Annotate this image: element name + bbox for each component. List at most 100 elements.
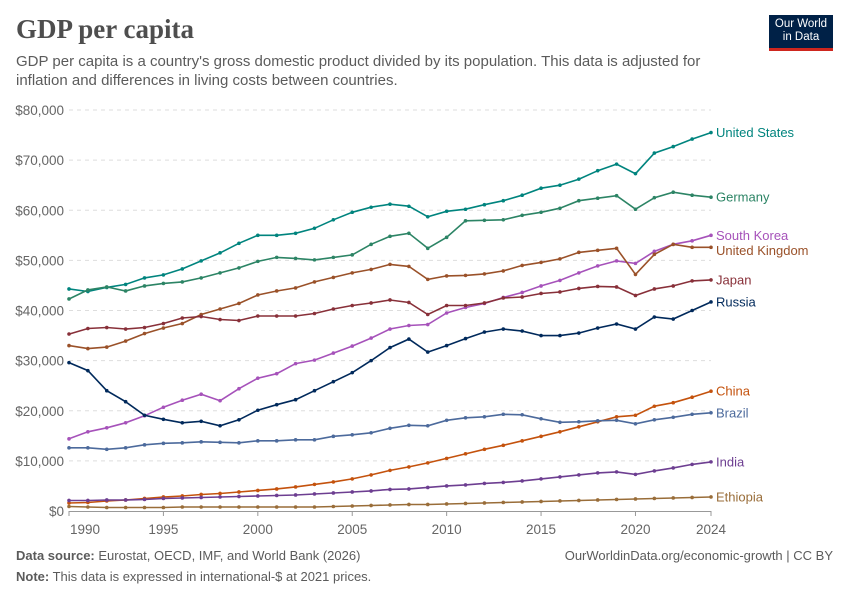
data-point[interactable] — [161, 417, 166, 422]
data-point[interactable] — [369, 336, 373, 340]
data-point[interactable] — [312, 226, 317, 231]
data-point[interactable] — [520, 479, 524, 483]
data-point[interactable] — [482, 330, 487, 334]
data-point[interactable] — [86, 446, 90, 450]
data-point[interactable] — [463, 336, 468, 341]
data-point[interactable] — [539, 477, 543, 481]
data-point[interactable] — [407, 465, 411, 469]
data-point[interactable] — [577, 419, 581, 424]
data-point[interactable] — [407, 487, 411, 491]
data-point[interactable] — [237, 241, 241, 246]
data-point[interactable] — [199, 276, 203, 280]
data-point[interactable] — [293, 286, 298, 290]
data-point[interactable] — [558, 420, 562, 425]
data-point[interactable] — [558, 333, 562, 338]
data-point[interactable] — [444, 456, 449, 461]
data-point[interactable] — [633, 261, 638, 266]
data-point[interactable] — [312, 280, 317, 284]
data-point[interactable] — [161, 505, 166, 510]
data-point[interactable] — [444, 274, 449, 278]
data-point[interactable] — [180, 420, 185, 425]
data-point[interactable] — [293, 493, 298, 497]
data-point[interactable] — [690, 308, 694, 313]
data-point[interactable] — [539, 499, 543, 504]
data-point[interactable] — [633, 327, 638, 331]
data-point[interactable] — [558, 206, 562, 211]
data-point[interactable] — [463, 303, 468, 308]
data-point[interactable] — [425, 485, 430, 490]
data-point[interactable] — [104, 498, 109, 502]
data-point[interactable] — [671, 317, 676, 321]
data-point[interactable] — [425, 423, 430, 428]
data-point[interactable] — [312, 388, 317, 393]
data-point[interactable] — [425, 312, 430, 317]
data-point[interactable] — [539, 291, 543, 296]
data-point[interactable] — [407, 423, 411, 428]
data-point[interactable] — [237, 490, 241, 494]
data-point[interactable] — [407, 204, 411, 209]
data-point[interactable] — [595, 471, 600, 475]
data-point[interactable] — [482, 301, 487, 305]
data-point[interactable] — [67, 360, 71, 365]
data-point[interactable] — [520, 439, 524, 443]
data-point[interactable] — [237, 494, 241, 499]
data-point[interactable] — [256, 488, 260, 493]
data-point[interactable] — [331, 255, 336, 260]
source-link[interactable]: OurWorldinData.org/economic-growth | CC … — [564, 548, 833, 563]
data-point[interactable] — [501, 327, 506, 331]
data-point[interactable] — [331, 217, 336, 222]
data-point[interactable] — [539, 210, 543, 215]
data-point[interactable] — [614, 470, 619, 474]
data-point[interactable] — [142, 443, 147, 447]
data-point[interactable] — [595, 326, 600, 330]
data-point[interactable] — [407, 231, 411, 236]
data-point[interactable] — [501, 500, 506, 505]
data-point[interactable] — [331, 480, 336, 484]
data-point[interactable] — [633, 207, 638, 212]
data-point[interactable] — [671, 496, 676, 500]
series-line[interactable] — [68, 191, 712, 300]
data-point[interactable] — [369, 358, 373, 363]
data-point[interactable] — [123, 289, 128, 293]
data-point[interactable] — [331, 434, 336, 439]
data-point[interactable] — [369, 473, 373, 477]
data-point[interactable] — [274, 371, 279, 376]
data-point[interactable] — [671, 466, 676, 470]
data-point[interactable] — [256, 494, 260, 498]
data-point[interactable] — [274, 493, 279, 498]
data-point[interactable] — [350, 370, 355, 375]
data-point[interactable] — [331, 275, 336, 280]
data-point[interactable] — [67, 343, 71, 348]
data-point[interactable] — [577, 473, 581, 477]
data-point[interactable] — [388, 345, 392, 350]
data-point[interactable] — [312, 358, 317, 362]
data-point[interactable] — [595, 196, 600, 201]
data-point[interactable] — [520, 263, 524, 268]
data-point[interactable] — [577, 331, 581, 335]
series-line[interactable] — [68, 131, 712, 293]
data-point[interactable] — [350, 477, 355, 481]
data-point[interactable] — [256, 314, 260, 318]
data-point[interactable] — [237, 266, 241, 270]
data-point[interactable] — [293, 485, 298, 489]
data-point[interactable] — [199, 495, 203, 500]
data-point[interactable] — [633, 171, 638, 176]
data-point[interactable] — [444, 484, 449, 488]
data-point[interactable] — [633, 421, 638, 426]
data-point[interactable] — [388, 262, 392, 267]
data-point[interactable] — [690, 412, 694, 417]
data-point[interactable] — [180, 496, 185, 500]
data-point[interactable] — [709, 130, 713, 135]
data-point[interactable] — [218, 251, 222, 255]
data-point[interactable] — [104, 285, 109, 289]
data-point[interactable] — [539, 333, 543, 338]
data-point[interactable] — [312, 438, 317, 442]
data-point[interactable] — [595, 284, 600, 289]
data-point[interactable] — [180, 441, 185, 445]
data-point[interactable] — [86, 326, 90, 331]
data-point[interactable] — [652, 195, 657, 200]
data-point[interactable] — [199, 392, 203, 397]
data-point[interactable] — [539, 186, 543, 190]
data-point[interactable] — [633, 472, 638, 477]
data-point[interactable] — [312, 258, 317, 262]
